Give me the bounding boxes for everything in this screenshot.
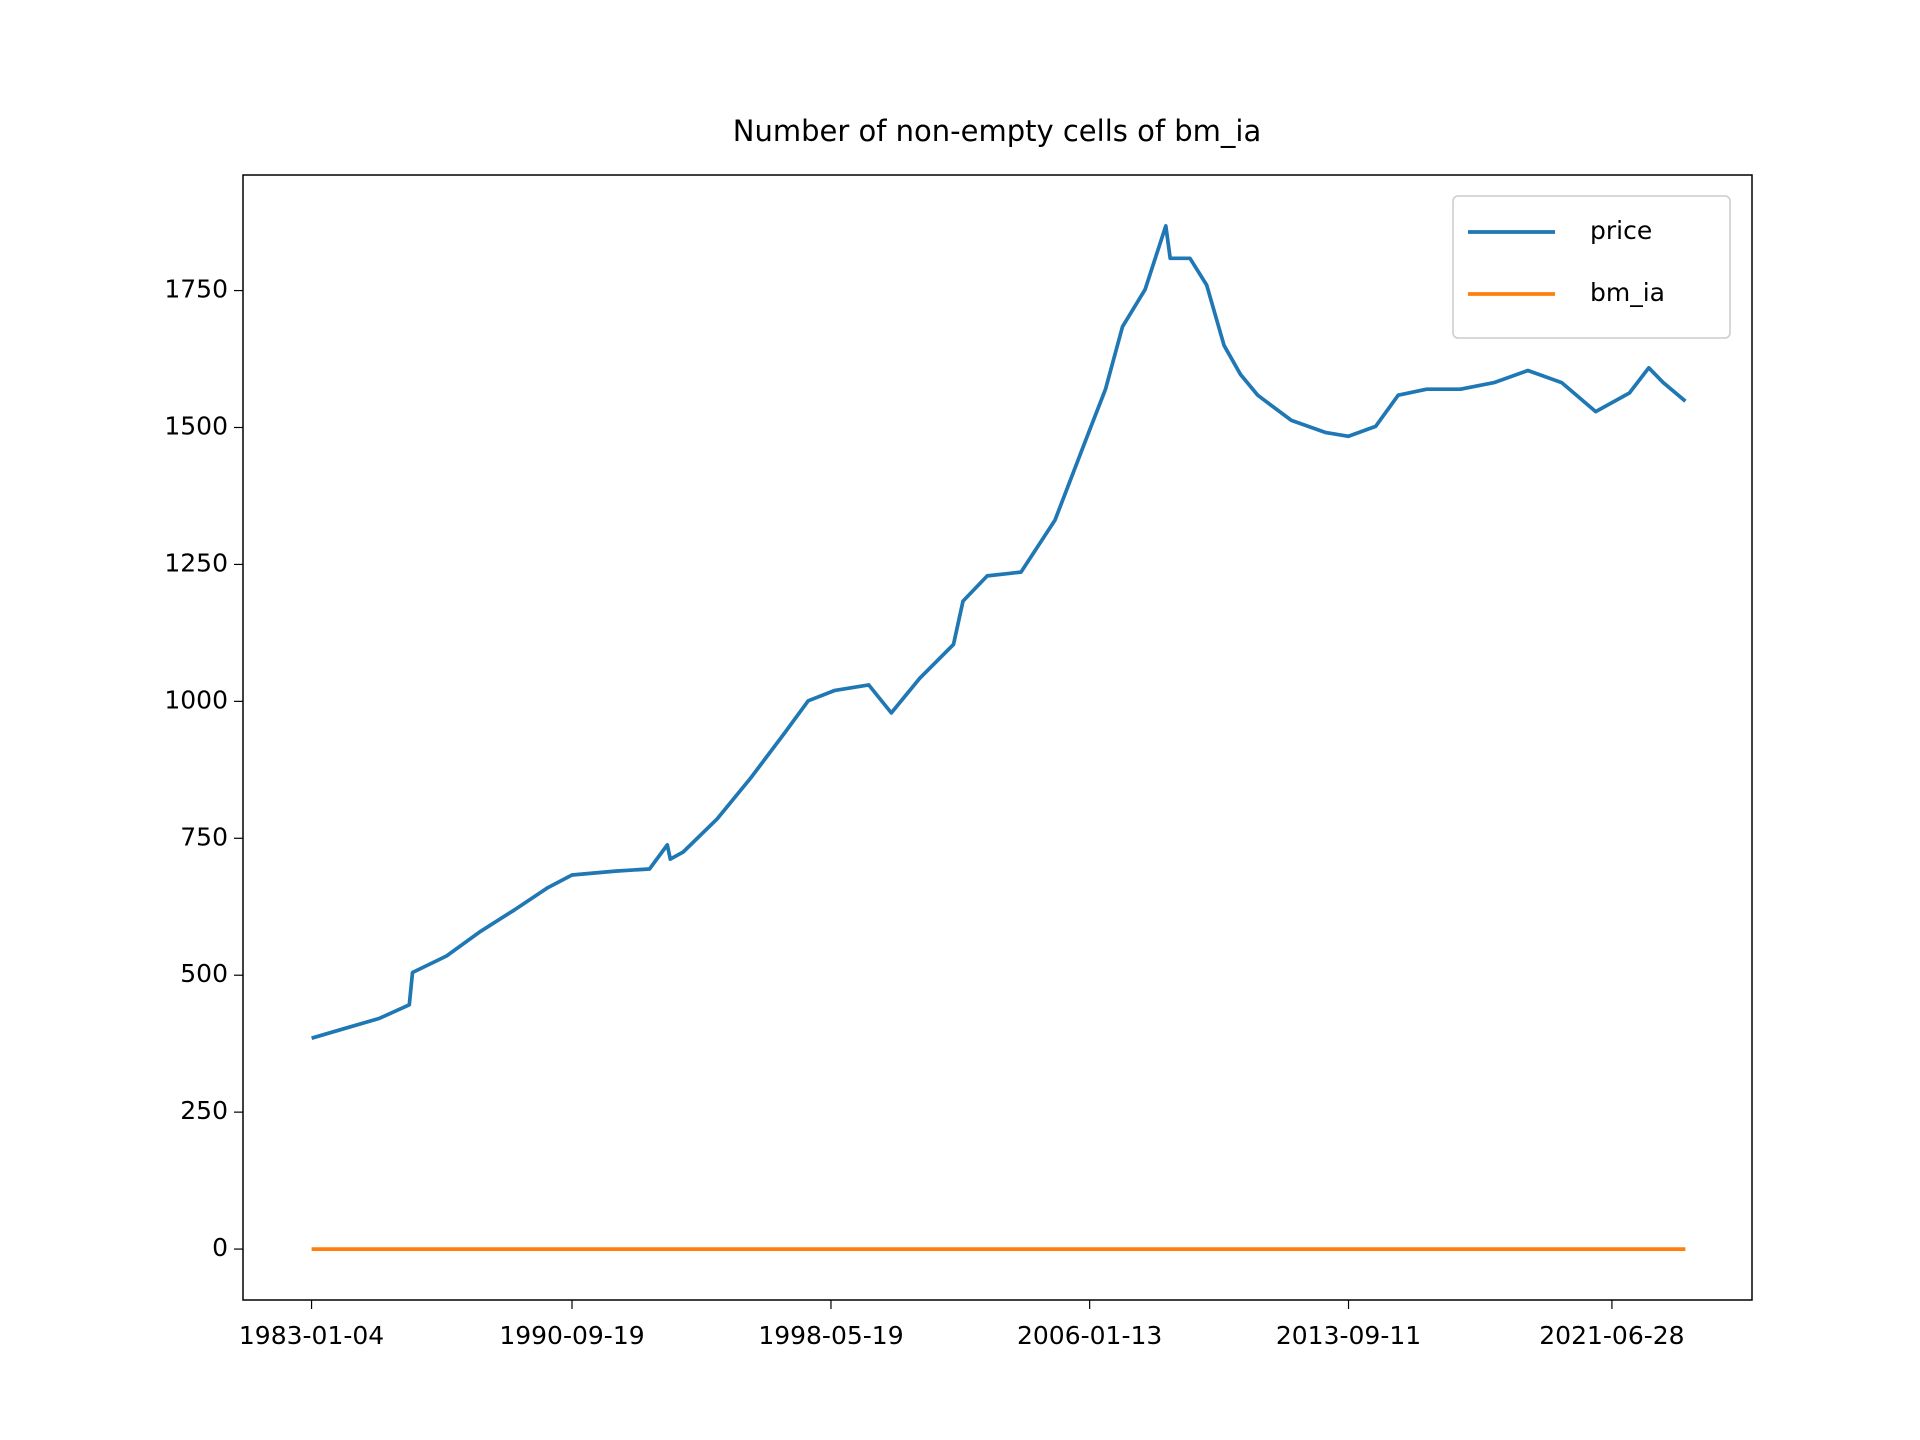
x-tick-label: 1990-09-19 [499,1321,644,1350]
y-tick-label: 250 [180,1096,228,1125]
y-tick-label: 1250 [164,548,228,577]
y-tick-label: 500 [180,959,228,988]
x-tick-label: 2013-09-11 [1276,1321,1421,1350]
y-tick-label: 0 [212,1233,228,1262]
line-series [311,224,1687,1040]
legend-label: price [1590,216,1652,245]
x-tick-label: 1998-05-19 [758,1321,903,1350]
x-tick-label: 2021-06-28 [1539,1321,1684,1350]
chart-title: Number of non-empty cells of bm_ia [733,114,1262,148]
x-tick-label: 1983-01-04 [239,1321,384,1350]
y-tick-label: 1500 [164,411,228,440]
x-tick-label: 2006-01-13 [1017,1321,1162,1350]
y-tick-label: 1000 [164,685,228,714]
legend-label: bm_ia [1590,278,1665,307]
plot-frame [242,174,1753,1301]
y-tick-label: 1750 [164,275,228,304]
y-tick-label: 750 [180,822,228,851]
